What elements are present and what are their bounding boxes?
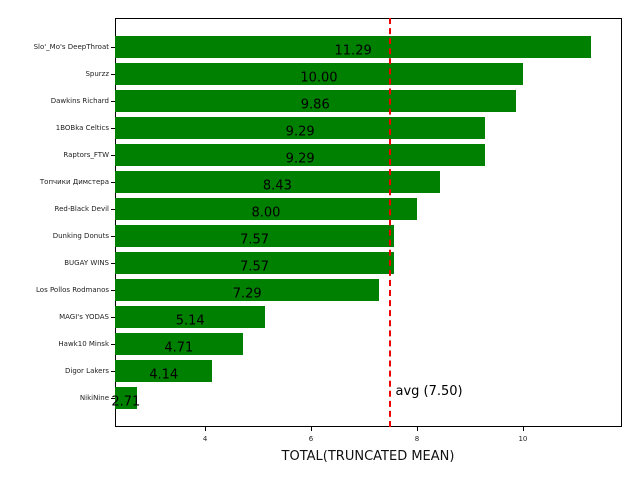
bar bbox=[115, 387, 137, 409]
bar bbox=[115, 117, 486, 139]
y-tick bbox=[111, 209, 115, 210]
y-tick-label: Dunking Donuts bbox=[52, 232, 109, 240]
x-tick-label: 10 bbox=[518, 435, 528, 443]
bar bbox=[115, 198, 417, 220]
bar-value-label: 7.29 bbox=[232, 286, 262, 302]
y-tick bbox=[111, 371, 115, 372]
y-tick-label: MAGI's YODAS bbox=[59, 313, 109, 321]
x-tick-label: 8 bbox=[414, 435, 420, 443]
bar bbox=[115, 333, 243, 355]
bar-value-label: 4.71 bbox=[164, 340, 194, 356]
x-tick bbox=[205, 427, 207, 431]
bar bbox=[115, 63, 523, 85]
bar-value-label: 10.00 bbox=[300, 70, 338, 86]
y-tick bbox=[111, 47, 115, 48]
bar-value-label: 7.57 bbox=[240, 232, 270, 248]
y-tick-label: Hawk10 Minsk bbox=[58, 340, 109, 348]
y-tick-label: Red-Black Devil bbox=[54, 205, 109, 213]
y-tick-label: Raptors_FTW bbox=[63, 151, 109, 159]
bar-value-label: 4.14 bbox=[149, 367, 179, 383]
y-tick-label: Dawkins Richard bbox=[50, 97, 109, 105]
y-tick bbox=[111, 101, 115, 102]
y-tick bbox=[111, 155, 115, 156]
y-tick-label: Digor Lakers bbox=[65, 367, 109, 375]
y-tick bbox=[111, 182, 115, 183]
bar-value-label: 5.14 bbox=[175, 313, 205, 329]
bar-value-label: 9.86 bbox=[300, 97, 330, 113]
bar bbox=[115, 279, 380, 301]
y-tick-label: Slo'_Mo's DeepThroat bbox=[33, 43, 109, 51]
plot-area bbox=[115, 18, 622, 427]
x-tick bbox=[416, 427, 418, 431]
y-tick bbox=[111, 236, 115, 237]
y-tick bbox=[111, 344, 115, 345]
y-tick bbox=[111, 128, 115, 129]
y-tick bbox=[111, 74, 115, 75]
bar bbox=[115, 144, 486, 166]
bar bbox=[115, 360, 213, 382]
y-tick bbox=[111, 398, 115, 399]
y-tick-label: BUGAY WINS bbox=[64, 259, 109, 267]
y-tick-label: Spurzz bbox=[85, 70, 109, 78]
average-label: avg (7.50) bbox=[395, 384, 463, 399]
x-tick-label: 4 bbox=[202, 435, 208, 443]
bar-value-label: 2.71 bbox=[111, 394, 141, 410]
x-tick bbox=[311, 427, 313, 431]
bar-value-label: 8.43 bbox=[262, 178, 292, 194]
bar bbox=[115, 252, 395, 274]
bar-value-label: 11.29 bbox=[334, 43, 372, 59]
y-tick-label: Los Pollos Rodmanos bbox=[36, 286, 109, 294]
y-tick bbox=[111, 317, 115, 318]
bar-value-label: 9.29 bbox=[285, 124, 315, 140]
x-axis-title: TOTAL(TRUNCATED MEAN) bbox=[281, 449, 455, 464]
bar-value-label: 7.57 bbox=[240, 259, 270, 275]
bar bbox=[115, 171, 440, 193]
bar bbox=[115, 90, 516, 112]
y-tick bbox=[111, 290, 115, 291]
y-tick-label: Топчики Димстера bbox=[39, 178, 109, 186]
y-tick bbox=[111, 263, 115, 264]
bar bbox=[115, 306, 266, 328]
y-tick-label: NikiNine bbox=[79, 394, 109, 402]
bar bbox=[115, 225, 395, 247]
bar-value-label: 8.00 bbox=[251, 205, 281, 221]
bar-value-label: 9.29 bbox=[285, 151, 315, 167]
average-reference-line bbox=[389, 18, 392, 427]
y-tick-label: 1BOBka Celtics bbox=[55, 124, 109, 132]
x-tick bbox=[522, 427, 524, 431]
x-tick-label: 6 bbox=[308, 435, 314, 443]
bar bbox=[115, 36, 592, 58]
